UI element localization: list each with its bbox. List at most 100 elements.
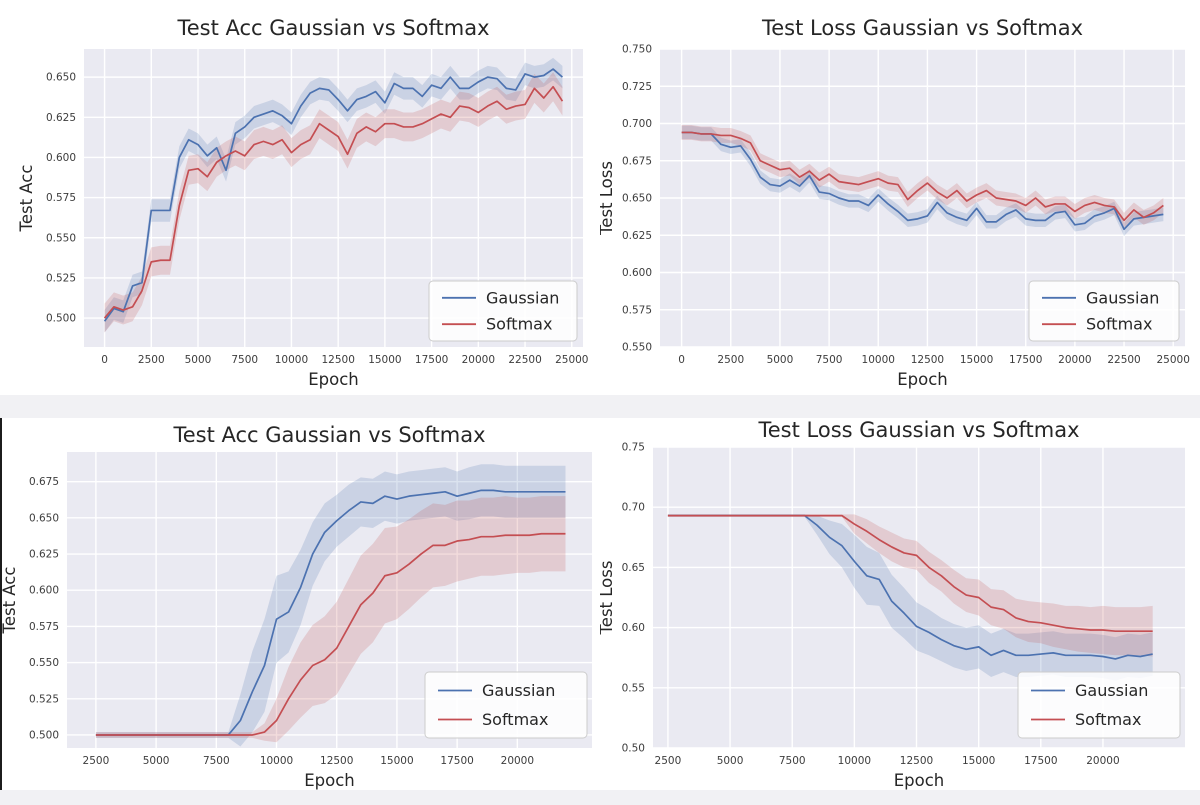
- legend-label-gaussian: Gaussian: [1086, 288, 1159, 307]
- y-tick-label: 0.725: [622, 81, 652, 93]
- legend-label-softmax: Softmax: [1075, 710, 1141, 729]
- softmax-line: [95, 532, 566, 736]
- x-axis-label: Epoch: [897, 370, 948, 389]
- x-tick-label: 5000: [185, 354, 212, 366]
- x-tick-label: 20000: [462, 354, 495, 366]
- softmax-line: [667, 514, 1153, 633]
- y-tick-label: 0.550: [622, 342, 652, 354]
- x-tick-label: 17500: [440, 755, 473, 767]
- legend-label-softmax: Softmax: [486, 315, 552, 334]
- softmax-line: [103, 85, 564, 319]
- x-tick-label: 10000: [275, 354, 308, 366]
- y-tick-label: 0.75: [622, 442, 645, 454]
- y-tick-label: 0.575: [46, 192, 76, 204]
- x-tick-label: 5000: [143, 755, 170, 767]
- y-tick-label: 0.675: [29, 476, 59, 488]
- legend: Gaussian Softmax: [1028, 280, 1180, 342]
- y-tick-label: 0.575: [29, 621, 59, 633]
- x-tick-label: 5000: [767, 354, 794, 366]
- x-tick-label: 17500: [415, 354, 448, 366]
- chart-test-loss-top: 0 2500 5000 7500 10000 12500 15000 17500 20000 22…: [597, 0, 1200, 395]
- y-tick-label: 0.650: [46, 72, 76, 84]
- y-tick-label: 0.625: [29, 549, 59, 561]
- x-tick-label: 20000: [1058, 354, 1091, 366]
- x-tick-label: 15000: [380, 755, 413, 767]
- gridlines: [653, 446, 1185, 749]
- x-tick-label: 15000: [962, 755, 995, 767]
- x-axis-label: Epoch: [894, 771, 945, 790]
- y-tick-label: 0.700: [622, 118, 652, 130]
- y-tick-label: 0.650: [29, 512, 59, 524]
- x-tick-label: 10000: [862, 354, 895, 366]
- gaussian-line: [681, 131, 1164, 231]
- x-tick-label: 7500: [779, 755, 806, 767]
- x-tick-label: 20000: [1086, 755, 1119, 767]
- y-axis-label: Test Loss: [600, 561, 616, 636]
- chart-test-acc-top: 0 2500 5000 7500 10000 12500 15000 17500 20000 22…: [0, 0, 600, 395]
- bottom-strip: [0, 790, 1200, 805]
- softmax-band: [95, 496, 566, 743]
- x-tick-label: 7500: [231, 354, 258, 366]
- y-tick-label: 0.600: [46, 152, 76, 164]
- softmax-band: [104, 72, 563, 333]
- x-tick-label: 22500: [508, 354, 541, 366]
- tick-labels: 0 2500 5000 7500 10000 12500 15000 17500 20000 22…: [46, 72, 589, 366]
- x-tick-label: 10000: [260, 755, 293, 767]
- x-tick-label: 12500: [320, 755, 353, 767]
- x-axis-label: Epoch: [304, 771, 355, 790]
- x-tick-label: 2500: [83, 755, 110, 767]
- y-tick-label: 0.650: [622, 193, 652, 205]
- y-tick-label: 0.625: [622, 230, 652, 242]
- series-group: [103, 57, 564, 333]
- x-tick-label: 7500: [203, 755, 230, 767]
- tick-labels: 0 2500 5000 7500 10000 12500 15000 17500 20000 22…: [622, 44, 1190, 367]
- legend-label-gaussian: Gaussian: [486, 288, 559, 307]
- series-group: [667, 514, 1153, 681]
- y-tick-label: 0.675: [622, 155, 652, 167]
- tick-labels: 2500 5000 7500 10000 12500 15000 17500 20000 0.5…: [622, 442, 1120, 768]
- gaussian-band: [667, 514, 1153, 681]
- x-tick-label: 15000: [960, 354, 993, 366]
- legend: Gaussian Softmax: [428, 280, 578, 342]
- y-tick-label: 0.600: [29, 585, 59, 597]
- legend-label-gaussian: Gaussian: [1075, 681, 1148, 700]
- y-tick-label: 0.50: [622, 743, 645, 755]
- x-tick-label: 5000: [717, 755, 744, 767]
- chart-svg: 2500 5000 7500 10000 12500 15000 17500 20000 0.5…: [0, 423, 592, 790]
- legend-label-softmax: Softmax: [1086, 315, 1152, 334]
- y-tick-label: 0.550: [46, 232, 76, 244]
- y-axis-label: Test Acc: [0, 567, 19, 635]
- gaussian-band: [681, 125, 1164, 236]
- tick-labels: 2500 5000 7500 10000 12500 15000 17500 20000 0.5…: [29, 476, 534, 767]
- softmax-band: [667, 514, 1153, 657]
- y-tick-label: 0.625: [46, 112, 76, 124]
- x-tick-label: 2500: [717, 354, 744, 366]
- chart-title: Test Loss Gaussian vs Softmax: [761, 16, 1083, 40]
- y-tick-label: 0.60: [622, 622, 645, 634]
- y-tick-label: 0.575: [622, 304, 652, 316]
- x-tick-label: 12500: [321, 354, 354, 366]
- x-tick-label: 15000: [368, 354, 401, 366]
- y-tick-label: 0.65: [622, 562, 645, 574]
- figure-divider: [0, 395, 1200, 418]
- legend-label-gaussian: Gaussian: [482, 681, 555, 700]
- chart-svg: 2500 5000 7500 10000 12500 15000 17500 20000 0.5…: [597, 418, 1185, 790]
- series-group: [95, 464, 566, 747]
- x-tick-label: 2500: [138, 354, 165, 366]
- x-tick-label: 0: [678, 354, 685, 366]
- chart-svg: 0 2500 5000 7500 10000 12500 15000 17500 20000 22…: [597, 16, 1190, 389]
- y-tick-label: 0.525: [29, 693, 59, 705]
- legend: Gaussian Softmax: [1017, 671, 1181, 739]
- x-tick-label: 7500: [816, 354, 843, 366]
- chart-title: Test Acc Gaussian vs Softmax: [176, 16, 489, 40]
- y-tick-label: 0.500: [46, 313, 76, 325]
- x-tick-label: 0: [101, 354, 108, 366]
- gridlines: [660, 48, 1185, 348]
- x-tick-label: 10000: [838, 755, 871, 767]
- x-tick-label: 20000: [501, 755, 534, 767]
- chart-test-loss-bottom: 2500 5000 7500 10000 12500 15000 17500 20000 0.5…: [597, 415, 1200, 790]
- y-tick-label: 0.55: [622, 682, 645, 694]
- x-tick-label: 2500: [655, 755, 682, 767]
- legend-label-softmax: Softmax: [482, 710, 548, 729]
- chart-svg: 0 2500 5000 7500 10000 12500 15000 17500 20000 22…: [17, 16, 589, 389]
